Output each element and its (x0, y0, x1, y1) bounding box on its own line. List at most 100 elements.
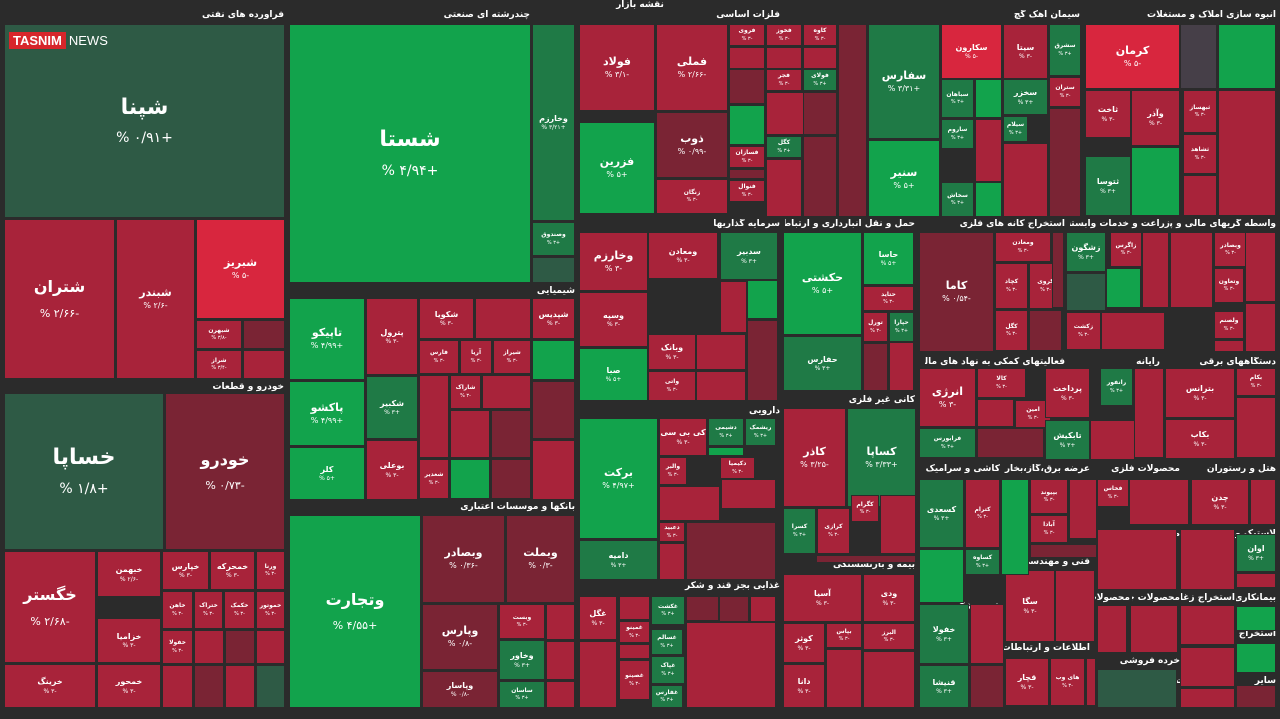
ticker-cell[interactable]: ثشاهد -۳ % (1183, 134, 1217, 174)
ticker-cell[interactable] (721, 479, 776, 509)
ticker-cell[interactable]: انرژی -۳ % (919, 368, 976, 427)
ticker-cell[interactable]: فملی -۲/۶۶ % (656, 24, 728, 111)
ticker-cell[interactable]: وخارزم +۳/۲۱ % (532, 24, 575, 221)
ticker-cell[interactable] (803, 92, 837, 135)
ticker-cell[interactable]: فرابورس +۳ % (919, 428, 976, 458)
ticker-cell[interactable]: بکاب -۳ % (1165, 419, 1235, 459)
ticker-cell[interactable] (1134, 368, 1164, 458)
ticker-cell[interactable] (729, 169, 765, 179)
ticker-cell[interactable] (659, 543, 685, 580)
ticker-cell[interactable] (696, 371, 746, 401)
ticker-cell[interactable] (977, 399, 1014, 427)
ticker-cell[interactable]: فروی -۳ % (729, 24, 765, 46)
ticker-cell[interactable] (1052, 232, 1064, 308)
ticker-cell[interactable]: خکمک -۳ % (224, 591, 255, 629)
ticker-cell[interactable] (977, 428, 1044, 458)
ticker-cell[interactable]: خاهن -۳ % (162, 591, 193, 629)
ticker-cell[interactable] (1236, 573, 1276, 588)
ticker-cell[interactable] (1001, 479, 1029, 575)
ticker-cell[interactable] (450, 459, 490, 499)
ticker-cell[interactable] (686, 596, 719, 621)
ticker-cell[interactable] (1170, 232, 1213, 308)
ticker-cell[interactable]: کی بی سی -۳ % (659, 418, 707, 456)
ticker-cell[interactable]: چدن -۳ % (1191, 479, 1249, 525)
ticker-cell[interactable] (1236, 643, 1276, 673)
ticker-cell[interactable] (1069, 479, 1097, 539)
ticker-cell[interactable] (475, 298, 531, 339)
ticker-cell[interactable] (1180, 24, 1217, 89)
ticker-cell[interactable]: دانا -۳ % (783, 664, 825, 708)
ticker-cell[interactable]: دامیه +۳ % (579, 540, 658, 580)
ticker-cell[interactable]: فجر -۳ % (766, 69, 802, 91)
ticker-cell[interactable]: خرینگ -۳ % (4, 664, 96, 708)
ticker-cell[interactable] (419, 375, 449, 458)
ticker-cell[interactable]: ریشمک +۳ % (745, 418, 776, 446)
ticker-cell[interactable]: فولای +۳ % (803, 69, 837, 91)
ticker-cell[interactable]: وبانک -۳ % (648, 334, 696, 370)
ticker-cell[interactable]: کوثر -۳ % (783, 623, 825, 663)
ticker-cell[interactable]: سخاش +۳ % (941, 182, 974, 217)
ticker-cell[interactable] (1180, 647, 1235, 687)
ticker-cell[interactable]: قچار -۳ % (1005, 658, 1049, 706)
ticker-cell[interactable]: بپاس -۳ % (826, 623, 862, 648)
ticker-cell[interactable]: پرداخت -۳ % (1045, 368, 1090, 418)
ticker-cell[interactable]: وپارس -۰/۸ % (422, 604, 498, 670)
ticker-cell[interactable]: غپاک +۳ % (651, 656, 685, 684)
ticker-cell[interactable] (482, 375, 531, 409)
ticker-cell[interactable]: سفارس +۳/۳۱ % (868, 24, 940, 139)
ticker-cell[interactable]: ستران -۳ % (1049, 77, 1081, 107)
ticker-cell[interactable] (1180, 529, 1235, 590)
ticker-cell[interactable] (256, 665, 285, 708)
ticker-cell[interactable]: شیراز -۳ % (493, 340, 531, 374)
ticker-cell[interactable]: اوان +۳ % (1236, 534, 1276, 572)
ticker-cell[interactable]: سنیر +۵ % (868, 140, 940, 217)
ticker-cell[interactable]: وتجارت +۴/۵۵ % (289, 515, 421, 708)
ticker-cell[interactable]: ثبهساز -۳ % (1183, 90, 1217, 133)
ticker-cell[interactable]: سیتا -۳ % (1003, 24, 1048, 79)
ticker-cell[interactable]: فنوال -۳ % (729, 180, 765, 202)
ticker-cell[interactable]: کلر +۵ % (289, 447, 365, 500)
ticker-cell[interactable]: کگل -۳ % (995, 310, 1028, 351)
ticker-cell[interactable]: وبصادر -۰/۳۶ % (422, 515, 505, 603)
ticker-cell[interactable]: ذوب -۰/۹۹ % (656, 112, 728, 178)
ticker-cell[interactable]: خگستر -۲/۶۸ % (4, 551, 96, 663)
ticker-cell[interactable]: صبا +۵ % (579, 348, 648, 401)
ticker-cell[interactable] (729, 47, 765, 69)
ticker-cell[interactable] (1066, 273, 1106, 311)
ticker-cell[interactable]: سخزر +۳ % (1003, 79, 1048, 115)
ticker-cell[interactable] (1130, 605, 1178, 653)
ticker-cell[interactable]: وصندوق +۳ % (532, 222, 575, 256)
ticker-cell[interactable] (1180, 688, 1235, 708)
ticker-cell[interactable] (1131, 147, 1180, 216)
ticker-cell[interactable]: کگرام -۳ % (851, 495, 879, 522)
ticker-cell[interactable]: بکام -۳ % (1236, 368, 1276, 396)
ticker-cell[interactable]: شپدیس -۳ % (532, 298, 575, 339)
ticker-cell[interactable]: فسازان -۳ % (729, 146, 765, 168)
ticker-cell[interactable] (729, 105, 765, 145)
ticker-cell[interactable]: کسرا +۳ % (783, 508, 816, 554)
ticker-cell[interactable] (1250, 479, 1276, 525)
ticker-cell[interactable]: زشگون +۳ % (1066, 232, 1106, 272)
ticker-cell[interactable] (491, 410, 531, 458)
ticker-cell[interactable] (729, 69, 765, 104)
ticker-cell[interactable]: وبصادر -۳ % (1214, 232, 1247, 267)
ticker-cell[interactable] (546, 641, 575, 680)
ticker-cell[interactable] (546, 604, 575, 640)
ticker-cell[interactable] (1029, 310, 1062, 351)
ticker-cell[interactable]: سگا -۳ % (1005, 570, 1055, 642)
ticker-cell[interactable] (889, 342, 914, 391)
ticker-cell[interactable]: حفارس +۳ % (783, 336, 862, 391)
ticker-cell[interactable]: فخوز -۳ % (766, 24, 802, 46)
ticker-cell[interactable]: غصینو -۳ % (619, 660, 650, 700)
ticker-cell[interactable] (686, 622, 776, 708)
ticker-cell[interactable]: ثاخت -۳ % (1085, 90, 1131, 138)
ticker-cell[interactable]: خزامیا -۳ % (97, 618, 161, 663)
ticker-cell[interactable] (546, 681, 575, 708)
ticker-cell[interactable] (863, 651, 915, 708)
ticker-cell[interactable]: برکت +۴/۹۷ % (579, 418, 658, 539)
ticker-cell[interactable]: دعبید -۳ % (659, 522, 685, 542)
ticker-cell[interactable]: شراز -۳/۴ % (196, 350, 242, 379)
ticker-cell[interactable]: خموتور -۳ % (256, 591, 285, 629)
ticker-cell[interactable] (243, 350, 285, 379)
ticker-cell[interactable]: پترول -۳ % (366, 298, 418, 375)
